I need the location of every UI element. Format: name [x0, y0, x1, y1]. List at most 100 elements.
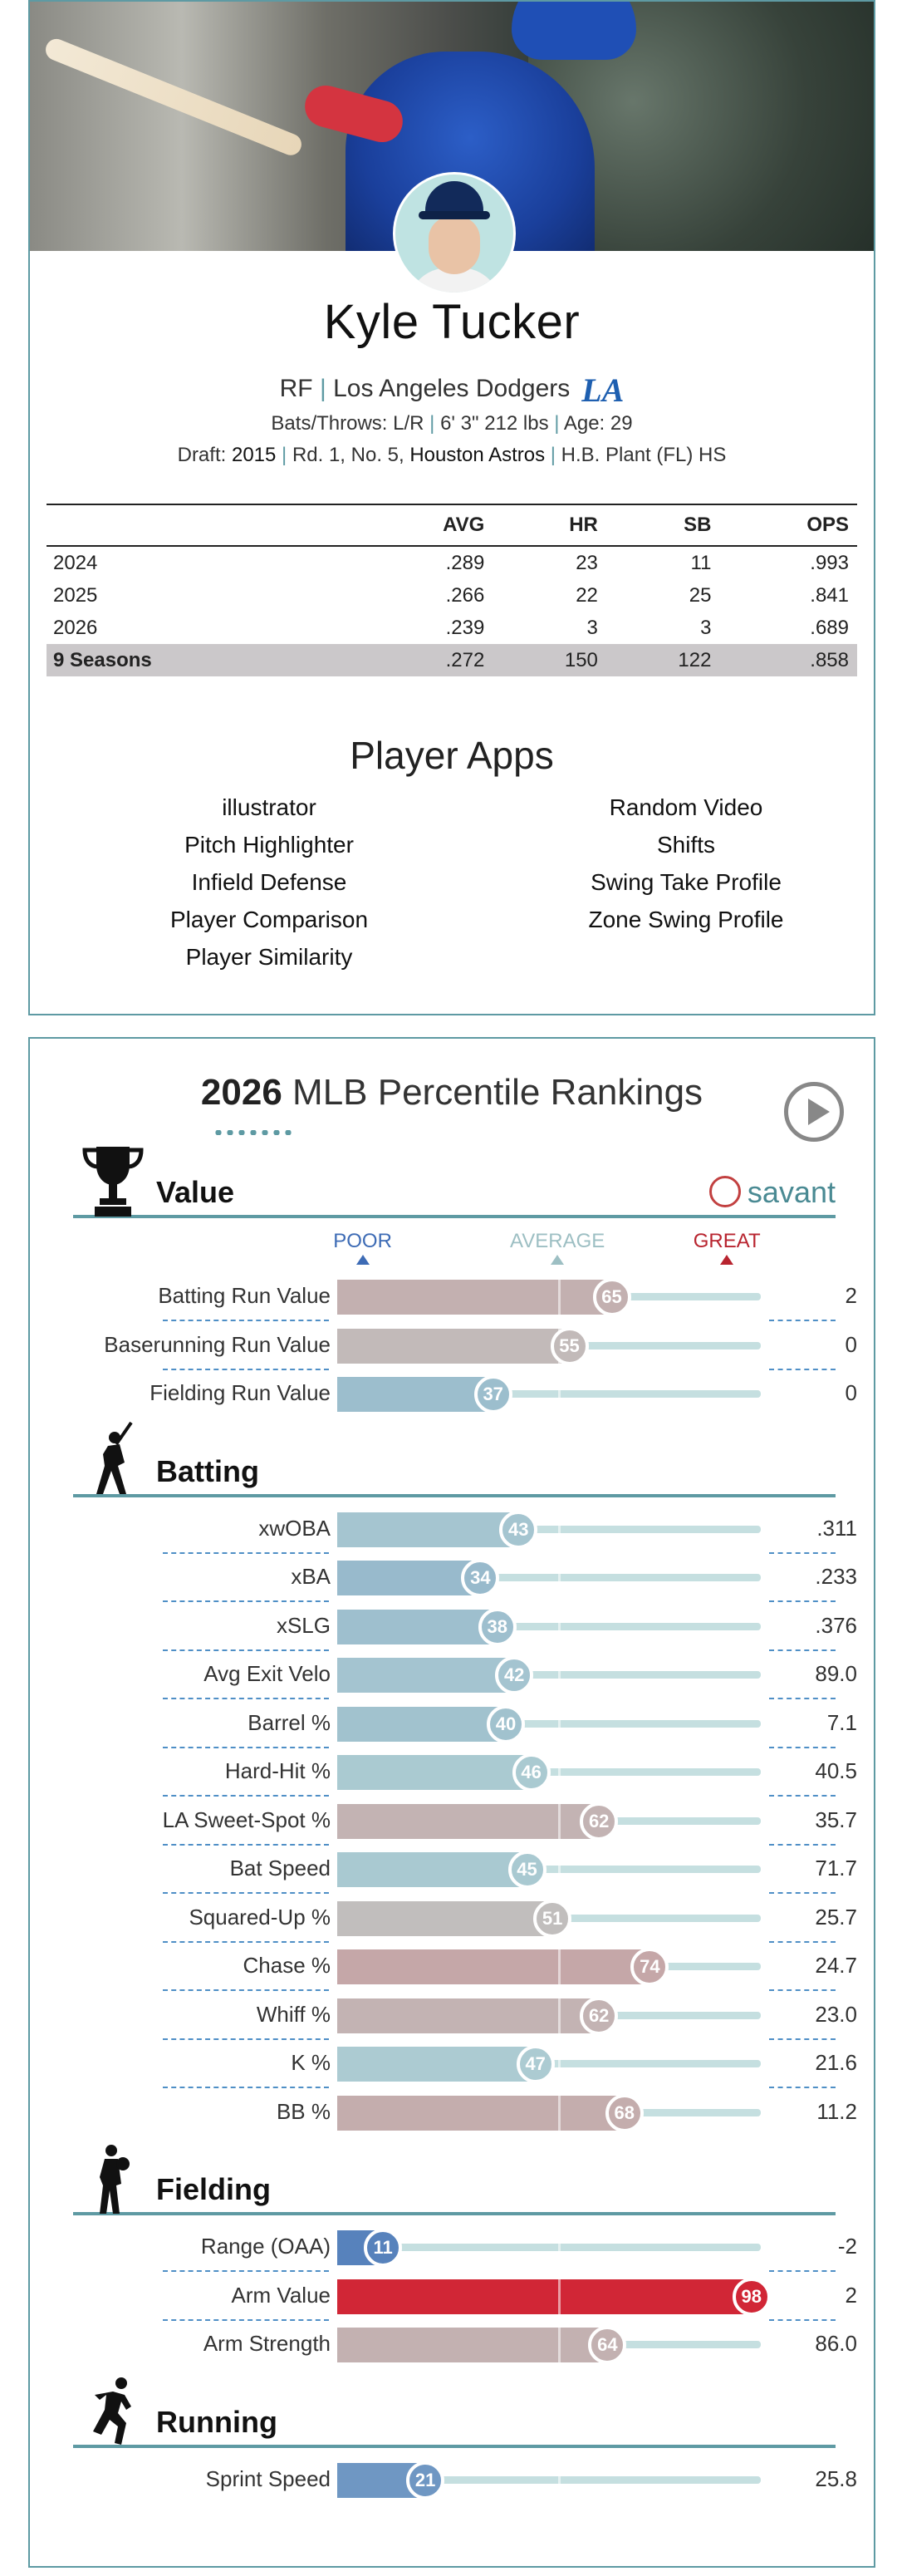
legend-marker: [551, 1255, 565, 1265]
player-bio: Bats/Throws: L/R | 6' 3" 212 lbs | Age: …: [271, 412, 633, 435]
metric-value: 2: [845, 2282, 857, 2308]
metric-value: 89.0: [815, 1661, 857, 1686]
row-divider: [769, 1698, 836, 1699]
year-selector-dots[interactable]: [213, 1130, 296, 1135]
metric-label: xBA: [291, 1564, 331, 1589]
app-link-swing-take-profile[interactable]: Swing Take Profile: [591, 869, 782, 895]
app-link-zone-swing-profile[interactable]: Zone Swing Profile: [588, 907, 784, 932]
metric-label: Avg Exit Velo: [203, 1661, 331, 1686]
metric-bar: [337, 1280, 613, 1315]
percentile-badge[interactable]: 65: [592, 1278, 631, 1316]
metric-row: Barrel % 40 7.1: [30, 1703, 874, 1748]
percentile-badge[interactable]: 45: [507, 1851, 547, 1889]
legend-marker: [720, 1255, 734, 1265]
metric-row: Chase % 74 24.7: [30, 1946, 874, 1991]
percentile-badge[interactable]: 34: [461, 1559, 500, 1597]
percentile-badge[interactable]: 62: [580, 1802, 619, 1841]
metric-label: Range (OAA): [200, 2234, 331, 2259]
average-marker: [558, 2047, 561, 2082]
metric-row: xBA 34 .233: [30, 1557, 874, 1602]
row-divider: [163, 1795, 329, 1797]
row-divider: [163, 2038, 329, 2040]
metric-label: xSLG: [276, 1612, 331, 1638]
row-divider: [769, 2087, 836, 2088]
row-divider: [163, 1746, 329, 1748]
percentile-badge[interactable]: 68: [605, 2093, 644, 2132]
team-name[interactable]: Los Angeles Dodgers: [333, 375, 571, 402]
metric-label: Chase %: [243, 1953, 331, 1978]
player-draft: Draft: 2015 | Rd. 1, No. 5, Houston Astr…: [177, 444, 727, 466]
metric-row: xwOBA 43 .311: [30, 1509, 874, 1554]
batter-icon: [80, 1421, 146, 1497]
percentile-badge[interactable]: 37: [473, 1375, 512, 1413]
app-link-infield-defense[interactable]: Infield Defense: [191, 869, 347, 895]
metric-row: Hard-Hit % 46 40.5: [30, 1752, 874, 1797]
app-link-illustrator[interactable]: illustrator: [222, 794, 316, 820]
row-divider: [769, 1892, 836, 1894]
metric-row: Bat Speed 45 71.7: [30, 1849, 874, 1894]
legend-label-poor: POOR: [333, 1230, 392, 1252]
section-header-running: Running: [73, 2377, 836, 2448]
average-marker: [558, 2462, 561, 2498]
table-row: 2025.266 22 25.841: [53, 583, 849, 607]
app-link-player-comparison[interactable]: Player Comparison: [169, 907, 369, 932]
percentile-badge[interactable]: 98: [732, 2277, 771, 2316]
metric-row: K % 47 21.6: [30, 2043, 874, 2088]
percentile-badge[interactable]: 21: [406, 2460, 445, 2500]
savant-logo[interactable]: savant: [708, 1175, 836, 1210]
stats-table: AVG HR SB OPS 2024.289 23 11.993 2025.266 22 25…: [47, 504, 857, 676]
app-link-player-similarity[interactable]: Player Similarity: [185, 944, 353, 970]
play-button[interactable]: [784, 1082, 844, 1142]
metric-bar: [337, 1512, 520, 1547]
percentile-badge[interactable]: 55: [550, 1326, 589, 1365]
metric-row: xSLG 38 .376: [30, 1606, 874, 1651]
average-marker: [558, 1280, 561, 1315]
fielder-icon: [80, 2139, 146, 2215]
section-title: Fielding: [156, 2172, 271, 2206]
percentile-badge[interactable]: 11: [364, 2229, 403, 2267]
metric-row: Range (OAA) 11 -2: [30, 2227, 874, 2272]
metric-label: Bat Speed: [229, 1856, 331, 1880]
percentile-badge[interactable]: 51: [533, 1899, 572, 1938]
percentile-badge[interactable]: 62: [580, 1996, 619, 2035]
table-row: 2026.239 3 3.689: [53, 616, 849, 639]
average-marker: [558, 1998, 561, 2033]
percentile-badge[interactable]: 38: [478, 1607, 517, 1646]
row-divider: [769, 1795, 836, 1797]
row-divider: [769, 1649, 836, 1651]
row-divider: [769, 1989, 836, 1991]
runner-icon: [80, 2372, 146, 2448]
section-header-batting: Batting: [73, 1421, 836, 1497]
section-header-value: Value savant: [73, 1147, 836, 1218]
percentile-title: 2026 MLB Percentile Rankings: [200, 1072, 703, 1113]
metric-label: BB %: [276, 2098, 331, 2124]
metric-label: xwOBA: [258, 1515, 331, 1541]
percentile-badge[interactable]: 46: [512, 1753, 551, 1792]
metric-track: [337, 1622, 761, 1630]
metric-label: Baserunning Run Value: [104, 1331, 331, 1357]
player-card: Kyle Tucker RF | Los Angeles Dodgers LA B…: [28, 0, 875, 1015]
row-divider: [163, 1843, 329, 1846]
app-link-random-video[interactable]: Random Video: [609, 794, 763, 820]
metric-label: LA Sweet-Spot %: [162, 1807, 331, 1832]
player-apps-title: Player Apps: [350, 734, 554, 777]
percentile-badge[interactable]: 47: [516, 2045, 555, 2083]
metric-track: [337, 1719, 761, 1728]
row-divider: [769, 1600, 836, 1602]
percentile-badge[interactable]: 40: [487, 1704, 525, 1743]
metric-row: Baserunning Run Value 55 0: [30, 1325, 874, 1370]
app-link-pitch-highlighter[interactable]: Pitch Highlighter: [184, 832, 354, 858]
average-marker: [558, 1658, 561, 1693]
percentile-badge[interactable]: 74: [630, 1948, 669, 1986]
metric-row: Avg Exit Velo 42 89.0: [30, 1654, 874, 1699]
percentile-badge[interactable]: 42: [495, 1656, 534, 1694]
metric-row: Sprint Speed 21 25.8: [30, 2460, 874, 2500]
percentile-badge[interactable]: 64: [588, 2326, 627, 2364]
row-divider: [163, 1368, 329, 1370]
row-divider: [163, 2318, 329, 2321]
percentile-badge[interactable]: 43: [499, 1510, 538, 1549]
metric-value: 23.0: [815, 2001, 857, 2027]
app-link-shifts[interactable]: Shifts: [656, 832, 716, 858]
metric-row: LA Sweet-Spot % 62 35.7: [30, 1801, 874, 1846]
metric-value: 25.8: [815, 2465, 857, 2491]
